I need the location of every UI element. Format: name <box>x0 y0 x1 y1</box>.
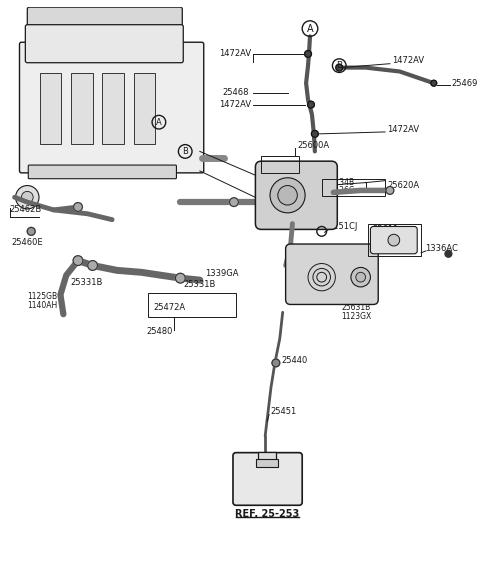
Circle shape <box>351 268 371 287</box>
Text: 25440: 25440 <box>282 356 308 365</box>
Bar <box>102 73 124 144</box>
Text: 22126C: 22126C <box>325 186 355 195</box>
Text: 1472AV: 1472AV <box>219 49 252 59</box>
FancyBboxPatch shape <box>30 21 63 54</box>
Bar <box>148 293 236 317</box>
Text: 25614: 25614 <box>264 161 290 170</box>
Text: 25331B: 25331B <box>183 281 216 290</box>
Text: 1140AH: 1140AH <box>27 301 58 310</box>
Text: 1472AV: 1472AV <box>219 100 252 109</box>
Circle shape <box>308 101 314 108</box>
Text: 25631B: 25631B <box>341 303 371 312</box>
FancyBboxPatch shape <box>130 21 163 54</box>
Text: 22134B: 22134B <box>325 178 355 187</box>
Bar <box>256 460 278 467</box>
Circle shape <box>305 51 312 57</box>
FancyBboxPatch shape <box>25 24 183 62</box>
Text: 25611: 25611 <box>372 225 399 234</box>
Text: 25460E: 25460E <box>12 237 43 247</box>
Text: 25462B: 25462B <box>10 206 42 214</box>
Circle shape <box>445 250 452 257</box>
Text: 25623C: 25623C <box>300 250 330 259</box>
Circle shape <box>270 178 305 213</box>
Circle shape <box>176 273 185 283</box>
Text: B: B <box>336 61 342 70</box>
Text: 1125GB: 1125GB <box>27 292 58 301</box>
Text: 25451: 25451 <box>270 407 296 416</box>
Text: 1123GX: 1123GX <box>341 312 372 321</box>
Circle shape <box>312 131 318 137</box>
Text: 1336AC: 1336AC <box>425 244 458 253</box>
Text: 25469: 25469 <box>451 79 478 87</box>
Circle shape <box>15 186 39 209</box>
Text: 25612: 25612 <box>294 291 321 300</box>
Bar <box>133 73 155 144</box>
Circle shape <box>88 261 97 270</box>
Circle shape <box>27 227 35 235</box>
Circle shape <box>336 64 343 71</box>
Text: 25500A: 25500A <box>300 259 330 268</box>
Text: REF. 25-253: REF. 25-253 <box>235 509 299 519</box>
Text: 1472AV: 1472AV <box>387 126 419 135</box>
Text: A: A <box>307 24 313 34</box>
Bar <box>369 224 421 256</box>
Circle shape <box>431 80 437 86</box>
FancyBboxPatch shape <box>63 21 96 54</box>
Bar <box>322 179 385 197</box>
Bar <box>71 73 93 144</box>
FancyBboxPatch shape <box>233 453 302 506</box>
Text: 25468: 25468 <box>222 89 249 98</box>
Circle shape <box>388 234 400 246</box>
Text: 25331B: 25331B <box>70 278 103 286</box>
Text: B: B <box>182 147 188 156</box>
FancyBboxPatch shape <box>286 244 378 304</box>
Circle shape <box>73 203 83 211</box>
Circle shape <box>229 198 239 207</box>
Text: 1472AV: 1472AV <box>392 56 424 65</box>
FancyBboxPatch shape <box>27 7 182 28</box>
Circle shape <box>27 227 35 235</box>
Circle shape <box>278 186 297 205</box>
Text: 25600A: 25600A <box>297 141 329 150</box>
Text: 25472A: 25472A <box>153 303 185 312</box>
Text: A: A <box>156 118 162 127</box>
Circle shape <box>22 191 33 203</box>
Circle shape <box>272 359 280 367</box>
FancyBboxPatch shape <box>96 21 130 54</box>
Circle shape <box>73 256 83 265</box>
Text: 25480: 25480 <box>146 327 173 336</box>
Text: 1151CJ: 1151CJ <box>328 222 358 231</box>
Circle shape <box>356 272 366 282</box>
Bar <box>258 452 276 461</box>
FancyBboxPatch shape <box>371 227 417 254</box>
Circle shape <box>386 186 394 194</box>
FancyBboxPatch shape <box>28 165 177 179</box>
Text: 1339GA: 1339GA <box>204 269 238 278</box>
FancyBboxPatch shape <box>255 161 337 229</box>
Bar <box>261 156 299 173</box>
Bar <box>40 73 61 144</box>
FancyBboxPatch shape <box>20 42 204 173</box>
Text: 25620A: 25620A <box>387 181 419 190</box>
